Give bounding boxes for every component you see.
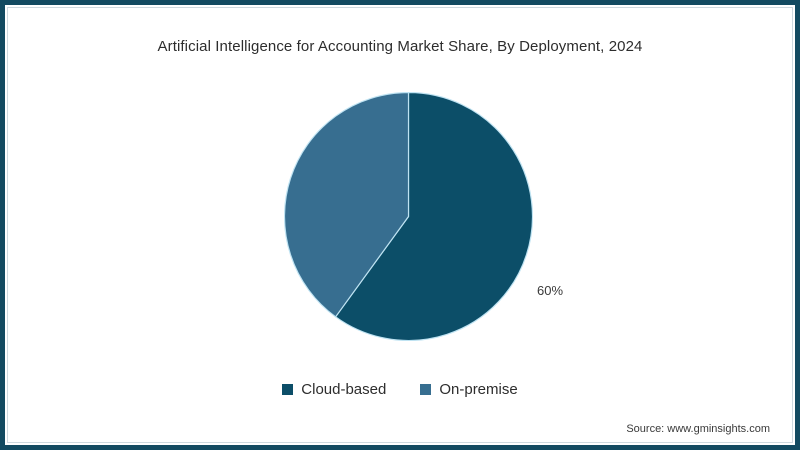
page-title: Artificial Intelligence for Accounting M…	[157, 38, 643, 55]
legend-label-cloud-based: Cloud-based	[301, 381, 387, 398]
legend-label-on-premise: On-premise	[439, 381, 518, 398]
slice-value-label-cloud-based: 60%	[537, 283, 564, 298]
chart-legend: Cloud-based On-premise	[0, 381, 800, 398]
legend-swatch-icon-cloud-based	[282, 384, 294, 395]
pie-chart	[284, 92, 533, 341]
pie-slice-cloud-based[interactable]	[334, 92, 533, 341]
pie-chart-svg	[284, 92, 533, 341]
legend-item-cloud-based[interactable]: Cloud-based	[282, 381, 386, 398]
legend-item-on-premise[interactable]: On-premise	[420, 381, 518, 398]
pie-slice-on-premise[interactable]	[284, 92, 410, 318]
legend-swatch-icon-on-premise	[420, 384, 432, 395]
source-attribution: Source: www.gminsights.com	[626, 423, 770, 435]
